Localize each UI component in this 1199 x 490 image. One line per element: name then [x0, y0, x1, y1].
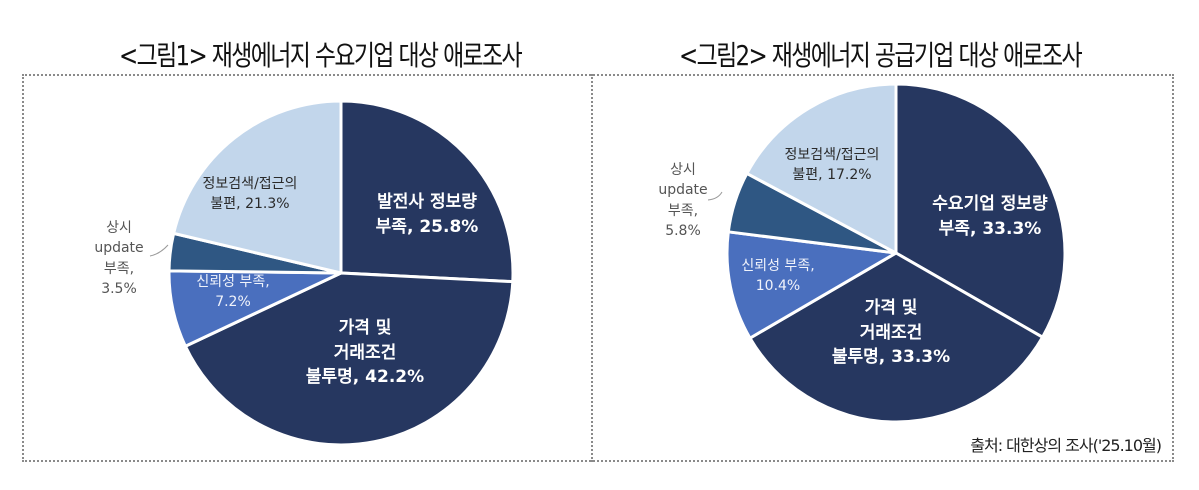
pie-chart-2 [725, 82, 1067, 424]
pie-slice [183, 271, 515, 447]
pie1-label-info-search: 정보검색/접근의 불편, 21.3% [180, 174, 320, 215]
label-line: 거래조건 [333, 342, 397, 363]
label-line: 불편, 21.3% [210, 196, 290, 213]
label-line: 부족, 33.3% [938, 218, 1042, 239]
label-line: 신뢰성 부족, [741, 258, 815, 274]
pie1-label-supplier-info: 발전사 정보량 부족, 25.8% [352, 190, 502, 239]
label-line: 부족, [667, 202, 699, 219]
pie2-label-info-search: 정보검색/접근의 불편, 17.2% [762, 145, 902, 186]
pie1-label-price: 가격 및 거래조건 불투명, 42.2% [290, 316, 440, 390]
label-line: 가격 및 [338, 318, 392, 338]
label-line: 상시 [670, 162, 696, 178]
label-line: 부족, [103, 260, 135, 277]
label-line: 불투명, 42.2% [305, 367, 425, 388]
label-line: 상시 [106, 220, 132, 236]
label-line: 가격 및 [864, 298, 918, 318]
label-line: 수요기업 정보량 [932, 194, 1048, 214]
pie-slice [172, 99, 343, 275]
label-line: 발전사 정보량 [377, 192, 477, 212]
label-line: 신뢰성 부족, [196, 274, 270, 290]
label-line: 정보검색/접근의 [784, 147, 880, 163]
pie-slice [725, 230, 898, 340]
label-line: 10.4% [755, 278, 801, 295]
leader-line-1 [149, 244, 169, 257]
figure2-title: <그림2> 재생에너지 공급기업 대상 애로조사 [678, 39, 1083, 72]
pie-slice [745, 82, 898, 255]
label-line: 거래조건 [859, 322, 923, 343]
label-line: 3.5% [101, 280, 137, 297]
label-line: 불투명, 33.3% [831, 347, 951, 368]
figure1-title: <그림1> 재생에너지 수요기업 대상 애로조사 [118, 39, 523, 72]
figure-divider [591, 74, 593, 462]
label-line: 부족, 25.8% [375, 216, 479, 237]
label-line: update [658, 182, 708, 199]
label-line: 불편, 17.2% [792, 167, 872, 184]
pie2-label-update: 상시 update 부족, 5.8% [648, 160, 718, 241]
pie-slice [339, 99, 515, 284]
pie-slice [748, 251, 1045, 424]
pie-chart-1 [167, 99, 515, 447]
pie-slice [894, 82, 1067, 339]
label-line: 7.2% [215, 294, 251, 311]
label-line: update [94, 240, 144, 257]
leader-line-2 [707, 191, 723, 201]
pie2-label-price: 가격 및 거래조건 불투명, 33.3% [816, 296, 966, 370]
figure-frame [22, 74, 1174, 462]
source-note: 출처: 대한상의 조사('25.10월) [970, 436, 1162, 455]
pie2-label-reliability: 신뢰성 부족, 10.4% [718, 256, 838, 297]
pie1-label-reliability: 신뢰성 부족, 7.2% [168, 272, 298, 313]
pie1-label-update: 상시 update 부족, 3.5% [84, 218, 154, 299]
label-line: 정보검색/접근의 [202, 176, 298, 192]
pie2-label-demand-info: 수요기업 정보량 부족, 33.3% [910, 192, 1070, 241]
label-line: 5.8% [665, 222, 701, 239]
